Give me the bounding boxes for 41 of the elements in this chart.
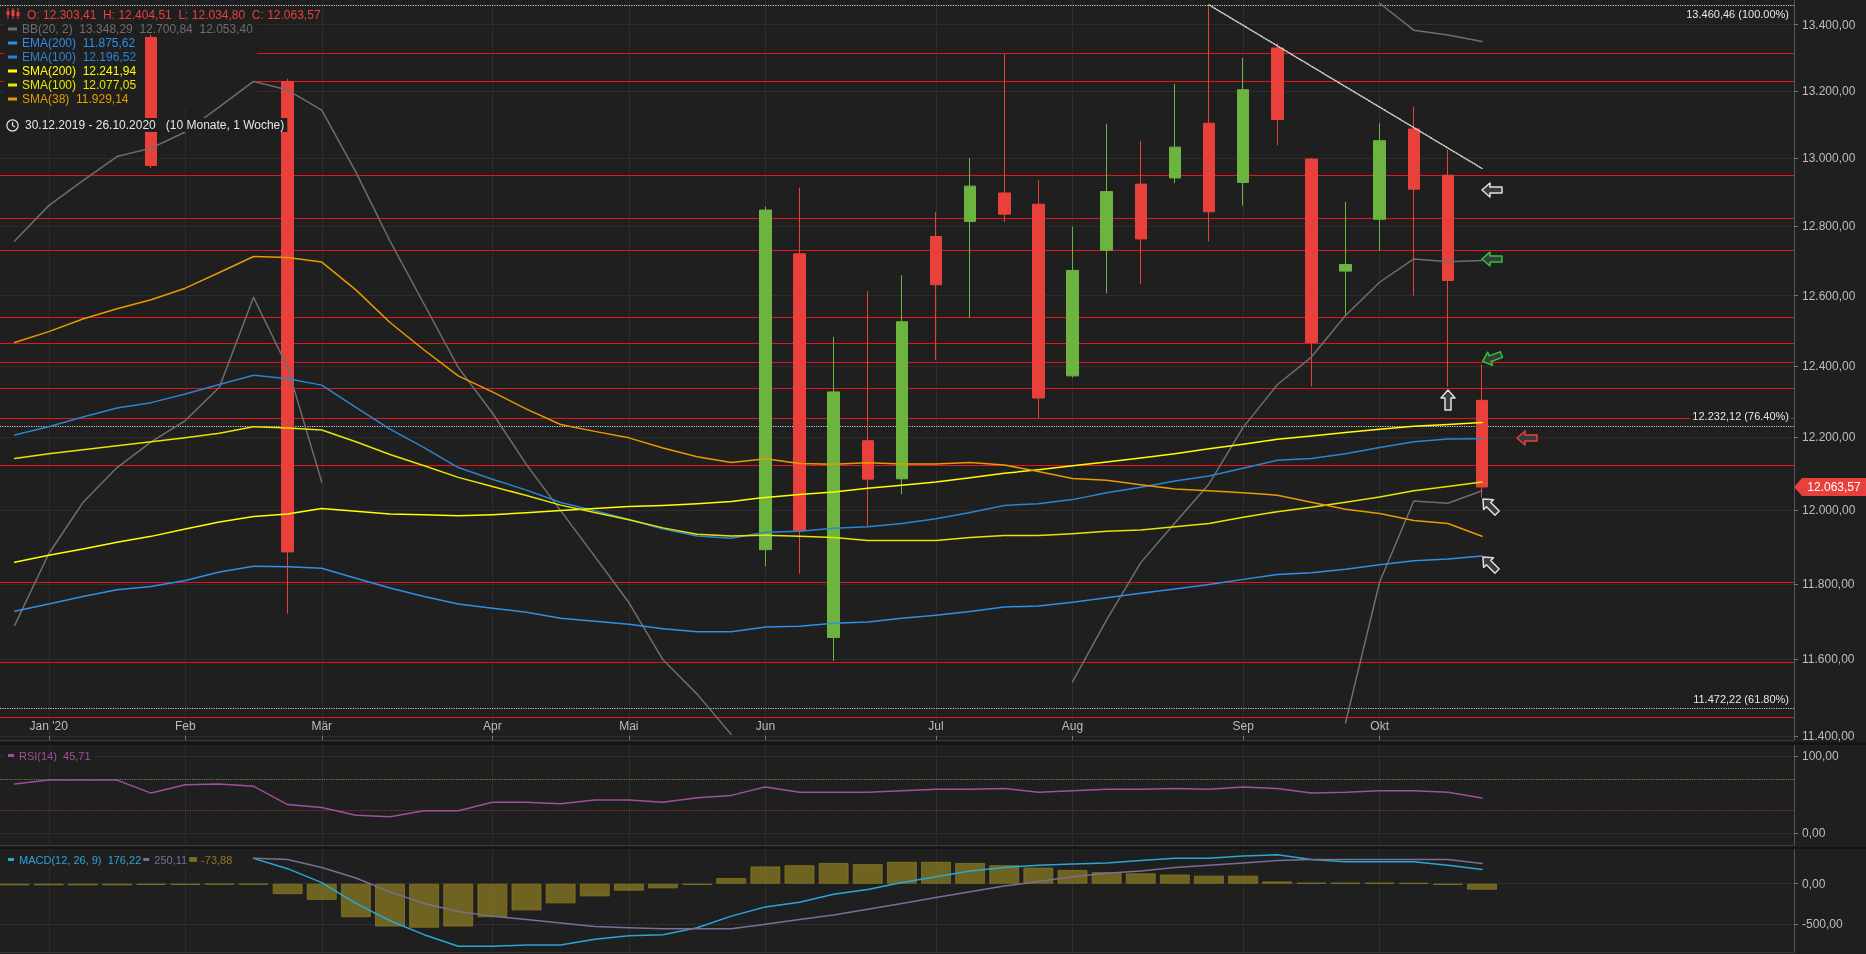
y-tick-label: 0,00 — [1802, 876, 1826, 891]
legend-label: MACD(12, 26, 9) 176,22 — [19, 853, 142, 866]
y-tick-label: 12.800,00 — [1802, 219, 1856, 234]
y-tick-label: 11.400,00 — [1802, 729, 1855, 743]
y-tick-label: 0,00 — [1802, 825, 1826, 840]
x-tick-label: Jan '20 — [29, 718, 69, 733]
y-tick-label: 13.200,00 — [1802, 83, 1856, 98]
x-tick-label: Apr — [483, 718, 502, 733]
ref-line-label: 13.460,46 (100.00%) — [1686, 8, 1789, 21]
x-tick-label: Mär — [311, 718, 333, 733]
y-tick-label: 12.600,00 — [1802, 288, 1856, 303]
legend-label: SMA(200) 12.241,94 — [22, 64, 137, 78]
legend-label: EMA(200) 11.875,62 — [22, 36, 136, 50]
ref-line-label: 12.232,12 (76.40%) — [1692, 410, 1789, 423]
x-tick-label: Jul — [928, 718, 944, 733]
text: O: 12.303,41 H: 12.404,51 L: 12.034,80 C: 12.063,57 — [27, 8, 321, 22]
x-tick-label: Feb — [174, 718, 196, 733]
legend-label: BB(20, 2) 13.348,29 12.700,84 12.053,40 — [22, 22, 254, 36]
y-tick-label: 13.400,00 — [1802, 17, 1856, 32]
y-tick-label: 100,00 — [1802, 749, 1840, 764]
y-tick-label: 12.400,00 — [1802, 358, 1856, 373]
ref-line-label: 11.472,22 (61.80%) — [1693, 692, 1789, 705]
text: 12.063,57 — [1807, 479, 1862, 494]
legend-label: 250,11 — [154, 853, 188, 866]
y-tick-label: 13.000,00 — [1802, 150, 1856, 165]
x-tick-label: Mai — [619, 718, 639, 733]
x-tick-label: Aug — [1061, 718, 1084, 733]
legend-label: SMA(38) 11.929,14 — [22, 92, 129, 106]
legend-label: EMA(100) 12.196,52 — [22, 50, 137, 64]
y-tick-label: 11.800,00 — [1802, 577, 1855, 592]
x-tick-label: Sep — [1232, 718, 1255, 733]
y-tick-label: 12.200,00 — [1802, 430, 1856, 445]
x-tick-label: Okt — [1370, 718, 1390, 733]
y-tick-label: -500,00 — [1802, 917, 1844, 932]
legend-label: RSI(14) 45,71 — [19, 749, 91, 762]
legend-label: SMA(100) 12.077,05 — [22, 78, 137, 92]
text: 30.12.2019 - 26.10.2020 (10 Monate, 1 Woche) — [25, 118, 285, 132]
y-tick-label: 12.000,00 — [1802, 503, 1856, 518]
y-tick-label: 11.600,00 — [1802, 652, 1855, 667]
x-tick-label: Jun — [755, 718, 776, 733]
legend-label: -73,88 — [201, 853, 233, 866]
